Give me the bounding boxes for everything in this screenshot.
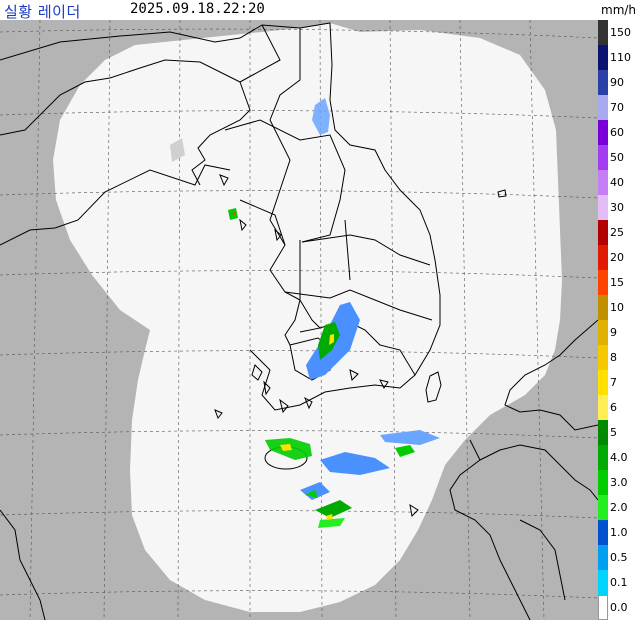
legend-label: 30 [610,200,624,214]
legend-swatch [598,420,608,445]
legend-label: 6 [610,400,617,414]
legend-label: 110 [610,50,631,64]
legend-unit-label: mm/h [601,3,635,17]
legend-level: 40 [598,170,635,195]
legend-level: 1.0 [598,520,635,545]
legend-level: 5 [598,420,635,445]
page-title: 실황 레이더 [4,3,81,21]
legend-level: 60 [598,120,635,145]
legend-label: 7 [610,375,617,389]
legend-label: 1.0 [610,525,628,539]
legend-label: 25 [610,225,624,239]
legend-label: 0.1 [610,575,628,589]
legend-label: 15 [610,275,624,289]
legend-label: 90 [610,75,624,89]
legend-swatch [598,370,608,395]
legend-swatch [598,145,608,170]
legend-label: 4.0 [610,450,628,464]
legend-level: 7 [598,370,635,395]
legend-label: 10 [610,300,624,314]
legend-label: 50 [610,150,624,164]
legend-level: 0.1 [598,570,635,595]
legend-swatch [598,20,608,45]
legend-swatch [598,470,608,495]
legend-label: 70 [610,100,624,114]
legend-label: 9 [610,325,617,339]
legend-swatch [598,320,608,345]
legend-label: 5 [610,425,617,439]
legend-level: 20 [598,245,635,270]
legend-label: 150 [610,25,631,39]
legend-level: 4.0 [598,445,635,470]
legend-swatch [598,70,608,95]
legend-level: 8 [598,345,635,370]
legend-level: 15 [598,270,635,295]
legend-label: 2.0 [610,500,628,514]
legend-label: 0.5 [610,550,628,564]
legend-swatch [598,545,608,570]
legend-level: 30 [598,195,635,220]
legend-level: 10 [598,295,635,320]
legend-level: 9 [598,320,635,345]
legend-label: 60 [610,125,624,139]
japan-coastline [0,319,598,620]
legend-level: 3.0 [598,470,635,495]
radar-coverage-area [53,23,562,612]
legend-swatch [598,295,608,320]
legend-level: 6 [598,395,635,420]
legend-label: 3.0 [610,475,628,489]
islands [214,174,507,518]
legend-level: 2.0 [598,495,635,520]
legend-label: 20 [610,250,624,264]
legend-swatch [598,395,608,420]
legend-swatch [598,245,608,270]
precipitation-legend: 150 110 90 70 60 50 40 30 25 20 15 10 9 8 7 6 5 4.0 3.0 2.0… [598,20,635,620]
legend-level: 110 [598,45,635,70]
legend-level: 25 [598,220,635,245]
legend-swatch [598,595,608,620]
header-bar: 실황 레이더 2025.09.18.22:20 mm/h [0,0,635,21]
legend-level: 90 [598,70,635,95]
legend-swatch [598,120,608,145]
legend-swatch [598,95,608,120]
legend-swatch [598,45,608,70]
legend-swatch [598,445,608,470]
legend-swatch [598,520,608,545]
legend-swatch [598,195,608,220]
legend-swatch [598,495,608,520]
coastline-and-borders [0,22,441,411]
legend-label: 0.0 [610,600,628,614]
legend-level: 0.5 [598,545,635,570]
longitude-grid-lines [29,20,545,620]
legend-level: 150 [598,20,635,45]
precipitation-echoes [170,98,440,528]
legend-swatch [598,345,608,370]
observation-timestamp: 2025.09.18.22:20 [130,1,265,17]
legend-swatch [598,170,608,195]
legend-label: 8 [610,350,617,364]
radar-map[interactable] [0,20,598,620]
legend-label: 40 [610,175,624,189]
legend-swatch [598,570,608,595]
legend-level: 0.0 [598,595,635,620]
legend-swatch [598,270,608,295]
legend-swatch [598,220,608,245]
legend-level: 50 [598,145,635,170]
legend-level: 70 [598,95,635,120]
